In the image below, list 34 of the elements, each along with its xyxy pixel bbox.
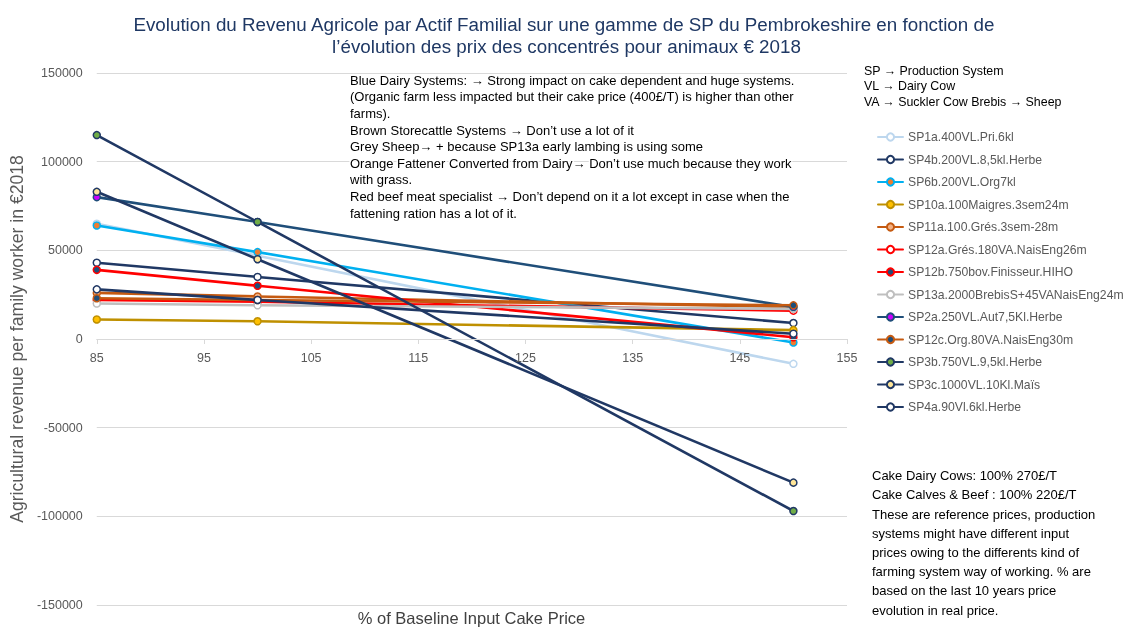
legend-label: SP4a.90Vl.6kl.Herbe [908, 400, 1022, 414]
legend-label: SP1a.400VL.Pri.6kl [908, 130, 1014, 144]
y-tick-label: 0 [75, 332, 83, 346]
x-axis-title: % of Baseline Input Cake Price [357, 608, 586, 627]
legend-label: SP2a.250VL.Aut7,5Kl.Herbe [908, 310, 1063, 324]
legend-label: SP12c.Org.80VA.NaisEng30m [908, 332, 1074, 347]
x-tick-label: 155 [836, 350, 858, 365]
chart-title: Evolution du Revenu Agricole par Actif Familial sur une gamme de SP du Pembrokeshire en fonction de l’évolution des prix des concentrés pour animaux € 2018 [133, 13, 1000, 57]
legend-label: SP13a.2000BrebisS+45VANaisEng24m [908, 287, 1124, 302]
legend-label: SP3c.1000VL.10Kl.Maïs [908, 377, 1041, 392]
legend-label: SP10a.100Maigres.3sem24m [908, 197, 1069, 212]
y-tick-label: -50000 [43, 420, 83, 435]
text: Blue Dairy Systems: → Strong impact on cake dependent and huge systems. (Organic farm less impacted but their cake price (400£/T) is higher than other farms). Brown Storecattle Systems → Don’t use a lot of it Grey Sheep→ + because SP13a early lambing is using some Orange Fattener Converted from Dairy→ Don’t use much because they work with grass. Red beef meat specialist → Don’t depend on it a lot except in case when the fattening ration has a lot of it. [350, 72, 795, 221]
y-tick-label: 100000 [41, 154, 83, 169]
y-tick-label: -150000 [36, 598, 83, 612]
y-tick-label: 150000 [41, 66, 83, 80]
x-tick-label: 85 [89, 350, 104, 365]
x-tick-label: 145 [729, 350, 751, 365]
x-tick-label: 125 [515, 350, 536, 365]
legend-label: SP11a.100.Grés.3sem-28m [908, 220, 1059, 234]
text: SP → Production System VL → Dairy Cow VA → Suckler Cow Brebis → Sheep [864, 63, 1062, 109]
y-axis-title: Agricultural revenue per family worker in €2018 [7, 154, 27, 523]
legend-label: SP4b.200VL.8,5kl.Herbe [908, 152, 1043, 167]
y-tick-label: 50000 [48, 243, 83, 258]
y-tick-label: -100000 [36, 509, 83, 524]
legend-label: SP3b.750VL.9,5kl.Herbe [908, 355, 1043, 369]
legend-label: SP6b.200VL.Org7kl [908, 175, 1016, 189]
text: Cake Dairy Cows: 100% 270£/T Cake Calves & Beef : 100% 220£/T These are reference prices, production systems might have different input prices owing to the differents kind of farming system way of working. % are based on the last 10 years price evolution in real price. [872, 468, 1096, 618]
x-tick-label: 135 [622, 350, 644, 365]
legend-label: SP12a.Grés.180VA.NaisEng26m [908, 242, 1087, 257]
x-tick-label: 115 [408, 350, 429, 365]
x-tick-label: 95 [197, 350, 211, 365]
legend-label: SP12b.750bov.Finisseur.HIHO [908, 265, 1074, 279]
x-tick-label: 105 [300, 350, 322, 365]
